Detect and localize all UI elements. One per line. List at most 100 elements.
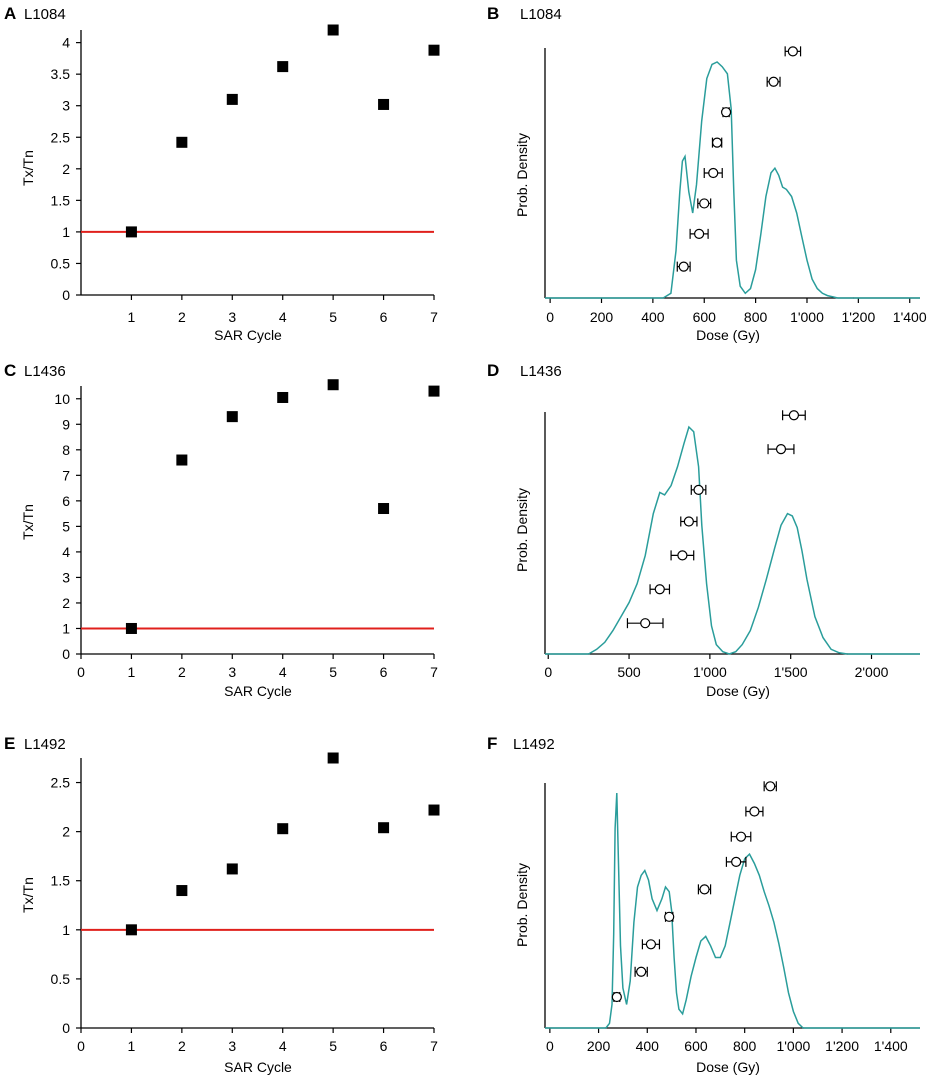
- y-tick-label: 0: [62, 646, 70, 662]
- x-axis-label: Dose (Gy): [696, 327, 760, 343]
- data-point: [125, 226, 137, 238]
- dose-point: [768, 76, 779, 87]
- plot-area: 0 200 400 600 800 1'000 1'200 1'400: [544, 781, 920, 1054]
- y-tick-label: 4: [62, 544, 70, 560]
- dose-point: [720, 107, 732, 118]
- data-point: [226, 863, 238, 875]
- x-tick-label: 3: [228, 1038, 236, 1054]
- y-tick-label: 2: [62, 161, 70, 177]
- dose-estimate: [697, 198, 712, 209]
- x-tick-label: 2'000: [855, 664, 889, 680]
- y-axis-label: Prob. Density: [514, 863, 530, 947]
- panel-title: L1492: [24, 736, 66, 753]
- dose-estimate: [767, 444, 795, 455]
- dose-point: [765, 781, 776, 792]
- y-tick-label: 2.5: [51, 129, 71, 145]
- panel-letter: C: [4, 361, 16, 380]
- dose-point: [611, 991, 622, 1003]
- y-tick-label: 3.5: [51, 66, 71, 82]
- y-tick-label: 1.5: [51, 192, 71, 208]
- dose-point: [711, 137, 723, 148]
- data-point: [327, 379, 339, 391]
- dose-point: [636, 966, 647, 977]
- x-tick-label: 7: [430, 1038, 438, 1054]
- data-point: [428, 385, 440, 397]
- x-tick-label: 1'400: [893, 309, 927, 325]
- dose-estimate: [725, 856, 747, 867]
- density-curve: [662, 61, 854, 299]
- y-tick-label: 0.5: [51, 971, 71, 987]
- dose-point: [693, 484, 704, 495]
- data-point: [226, 411, 238, 423]
- y-tick-label: 6: [62, 493, 70, 509]
- data-point: [125, 924, 137, 936]
- x-axis-label: Dose (Gy): [706, 683, 770, 699]
- y-tick-label: 0: [62, 1020, 70, 1036]
- x-tick-label: 0: [546, 309, 554, 325]
- dose-point: [775, 444, 787, 455]
- dose-point: [731, 856, 742, 867]
- y-tick-label: 2: [62, 824, 70, 840]
- dose-estimate: [664, 911, 675, 922]
- x-tick-label: 500: [617, 664, 641, 680]
- panel-letter: B: [487, 4, 499, 23]
- x-tick-label: 1: [128, 664, 136, 680]
- density-curve: [605, 792, 804, 1029]
- y-tick-label: 1: [62, 620, 70, 636]
- dose-estimate: [697, 884, 712, 895]
- x-tick-label: 1'200: [825, 1038, 859, 1054]
- panel-f: F L1492 Dose (Gy) Prob. Density 0 200 400 6…: [487, 734, 920, 1075]
- density-curve: [588, 425, 848, 655]
- x-tick-label: 1'000: [790, 309, 824, 325]
- x-tick-label: 5: [329, 1038, 337, 1054]
- x-tick-label: 6: [380, 1038, 388, 1054]
- data-point: [378, 822, 390, 834]
- plot-area: 0 1 2 3 4 5 6 7 0 0.5 1 1.5 2 2.5: [51, 752, 440, 1054]
- y-tick-label: 10: [54, 391, 70, 407]
- data-point: [428, 44, 440, 56]
- x-tick-label: 600: [684, 1038, 708, 1054]
- x-tick-label: 400: [641, 309, 665, 325]
- y-tick-label: 0.5: [51, 255, 71, 271]
- panel-title: L1084: [520, 6, 562, 23]
- data-point: [277, 823, 289, 835]
- dose-estimate: [720, 107, 732, 118]
- y-tick-label: 3: [62, 98, 70, 114]
- x-tick-label: 3: [228, 664, 236, 680]
- panel-title: L1492: [513, 736, 555, 753]
- x-tick-label: 800: [744, 309, 768, 325]
- y-tick-label: 1: [62, 224, 70, 240]
- x-tick-label: 4: [279, 309, 287, 325]
- x-tick-label: 5: [329, 309, 337, 325]
- dose-estimate: [745, 806, 764, 817]
- dose-estimate: [611, 991, 622, 1003]
- dose-estimate: [649, 584, 671, 595]
- dose-estimate: [670, 550, 695, 561]
- data-point: [277, 61, 289, 73]
- dose-point: [645, 939, 657, 950]
- dose-estimate: [690, 484, 707, 495]
- dose-estimate: [763, 781, 777, 792]
- data-point: [176, 136, 188, 148]
- data-point: [125, 622, 137, 634]
- dose-estimate: [730, 831, 752, 842]
- y-tick-label: 4: [62, 35, 70, 51]
- x-axis-label: SAR Cycle: [214, 327, 282, 343]
- x-tick-label: 2: [178, 664, 186, 680]
- dose-estimate: [703, 167, 723, 179]
- dose-estimate: [634, 966, 648, 977]
- y-tick-label: 3: [62, 569, 70, 585]
- x-tick-label: 0: [546, 1038, 554, 1054]
- x-tick-label: 4: [279, 1038, 287, 1054]
- y-tick-label: 2: [62, 595, 70, 611]
- x-tick-label: 0: [544, 664, 552, 680]
- y-axis-label: Tx/Tn: [20, 877, 36, 913]
- plot-area: 0 1 2 3 4 5 6 7 0 1 2 3 4 5 6 7 8 9 10: [54, 379, 440, 680]
- dose-point: [699, 198, 710, 209]
- y-tick-label: 8: [62, 442, 70, 458]
- x-tick-label: 1: [128, 1038, 136, 1054]
- x-tick-label: 0: [77, 1038, 85, 1054]
- x-tick-label: 5: [329, 664, 337, 680]
- panel-letter: E: [4, 734, 15, 753]
